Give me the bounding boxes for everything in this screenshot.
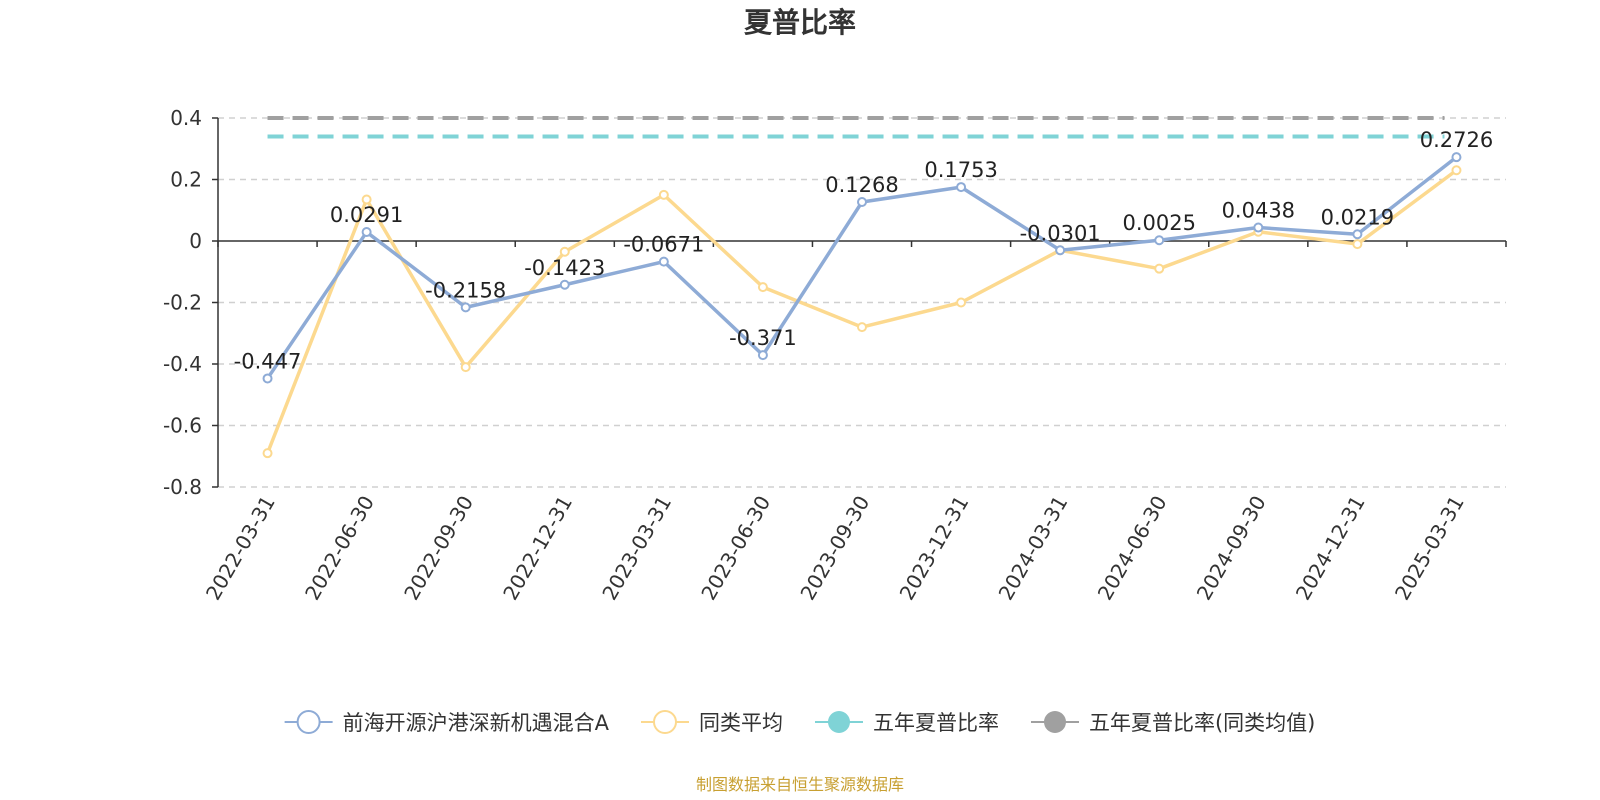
x-tick-label: 2024-09-30: [1192, 492, 1271, 605]
data-point: [1154, 235, 1165, 246]
data-labels: -0.447 0.0291 -0.2158 -0.1423 -0.0671 -0.371 0…: [234, 128, 1494, 373]
y-tick-label: 0: [189, 229, 202, 253]
x-tick-label: 2024-12-31: [1291, 492, 1370, 605]
data-point: [460, 362, 471, 373]
series-lines: [262, 116, 1462, 459]
legend-label[interactable]: 五年夏普比率(同类均值): [1089, 711, 1315, 735]
data-source-note: 制图数据来自恒生聚源数据库: [696, 775, 904, 794]
data-label: -0.0671: [623, 233, 704, 257]
data-point: [460, 302, 471, 313]
data-label: 0.1753: [924, 158, 997, 182]
data-point: [1451, 165, 1462, 176]
data-point: [757, 350, 768, 361]
data-label: -0.1423: [524, 256, 605, 280]
legend-marker: [827, 711, 850, 733]
data-point: [956, 182, 967, 193]
data-label: 0.0025: [1122, 211, 1195, 235]
legend: 前海开源沪港深新机遇混合A 同类平均 五年夏普比率 五年夏普比率(同类均值): [284, 710, 1315, 735]
x-tick-label: 2022-03-31: [201, 492, 280, 605]
data-point: [857, 322, 867, 333]
grid-lines: [218, 117, 1506, 488]
data-label: -0.0301: [1020, 221, 1101, 245]
legend-marker: [652, 710, 677, 734]
y-tick-label: -0.2: [163, 291, 202, 315]
legend-label[interactable]: 前海开源沪港深新机遇混合A: [343, 711, 610, 735]
data-point: [559, 279, 570, 290]
data-point: [1352, 239, 1363, 250]
data-point: [1352, 229, 1363, 240]
data-point: [361, 227, 372, 238]
x-tick-label: 2023-03-31: [597, 492, 676, 605]
x-tick-label: 2022-09-30: [399, 492, 478, 605]
data-point: [1253, 222, 1264, 233]
data-point: [757, 282, 768, 293]
data-label: 0.1268: [825, 173, 898, 197]
data-label: 0.0219: [1321, 205, 1394, 229]
data-point: [1154, 263, 1165, 274]
x-axis: 2022-03-31 2022-06-30 2022-09-30 2022-12-31…: [201, 240, 1507, 605]
data-point: [956, 297, 967, 308]
y-axis: 0.4 0.2 0 -0.2 -0.4 -0.6 -0.8: [163, 106, 219, 499]
data-label: 0.2726: [1420, 128, 1493, 152]
data-label: 0.0438: [1222, 199, 1295, 223]
x-tick-label: 2023-09-30: [795, 492, 874, 605]
data-point: [1055, 245, 1066, 256]
x-tick-label: 2025-03-31: [1390, 492, 1469, 605]
data-label: 0.0291: [330, 203, 403, 227]
x-tick-label: 2024-06-30: [1093, 492, 1172, 605]
x-tick-label: 2022-06-30: [300, 492, 379, 605]
data-point: [1451, 152, 1462, 163]
y-tick-label: -0.4: [163, 352, 202, 376]
legend-marker: [1043, 711, 1066, 733]
data-point: [262, 448, 273, 459]
data-point: [658, 256, 669, 267]
x-tick-label: 2023-12-31: [895, 492, 974, 605]
legend-label[interactable]: 五年夏普比率: [873, 711, 999, 735]
chart-title: 夏普比率: [744, 6, 856, 39]
legend-marker: [296, 710, 321, 734]
data-point: [559, 246, 570, 257]
y-tick-label: 0.2: [170, 168, 202, 192]
y-tick-label: 0.4: [170, 106, 202, 130]
data-label: -0.2158: [425, 278, 506, 302]
data-label: -0.447: [234, 349, 302, 373]
data-point: [262, 373, 273, 384]
legend-label[interactable]: 同类平均: [699, 711, 783, 735]
data-point: [361, 194, 372, 205]
x-tick-label: 2023-06-30: [696, 492, 775, 605]
x-tick-label: 2022-12-31: [498, 492, 577, 605]
data-label: -0.371: [729, 326, 797, 350]
y-tick-label: -0.8: [163, 475, 202, 499]
data-point: [857, 197, 867, 208]
x-tick-label: 2024-03-31: [994, 492, 1073, 605]
y-tick-label: -0.6: [163, 414, 202, 438]
data-point: [658, 189, 669, 200]
